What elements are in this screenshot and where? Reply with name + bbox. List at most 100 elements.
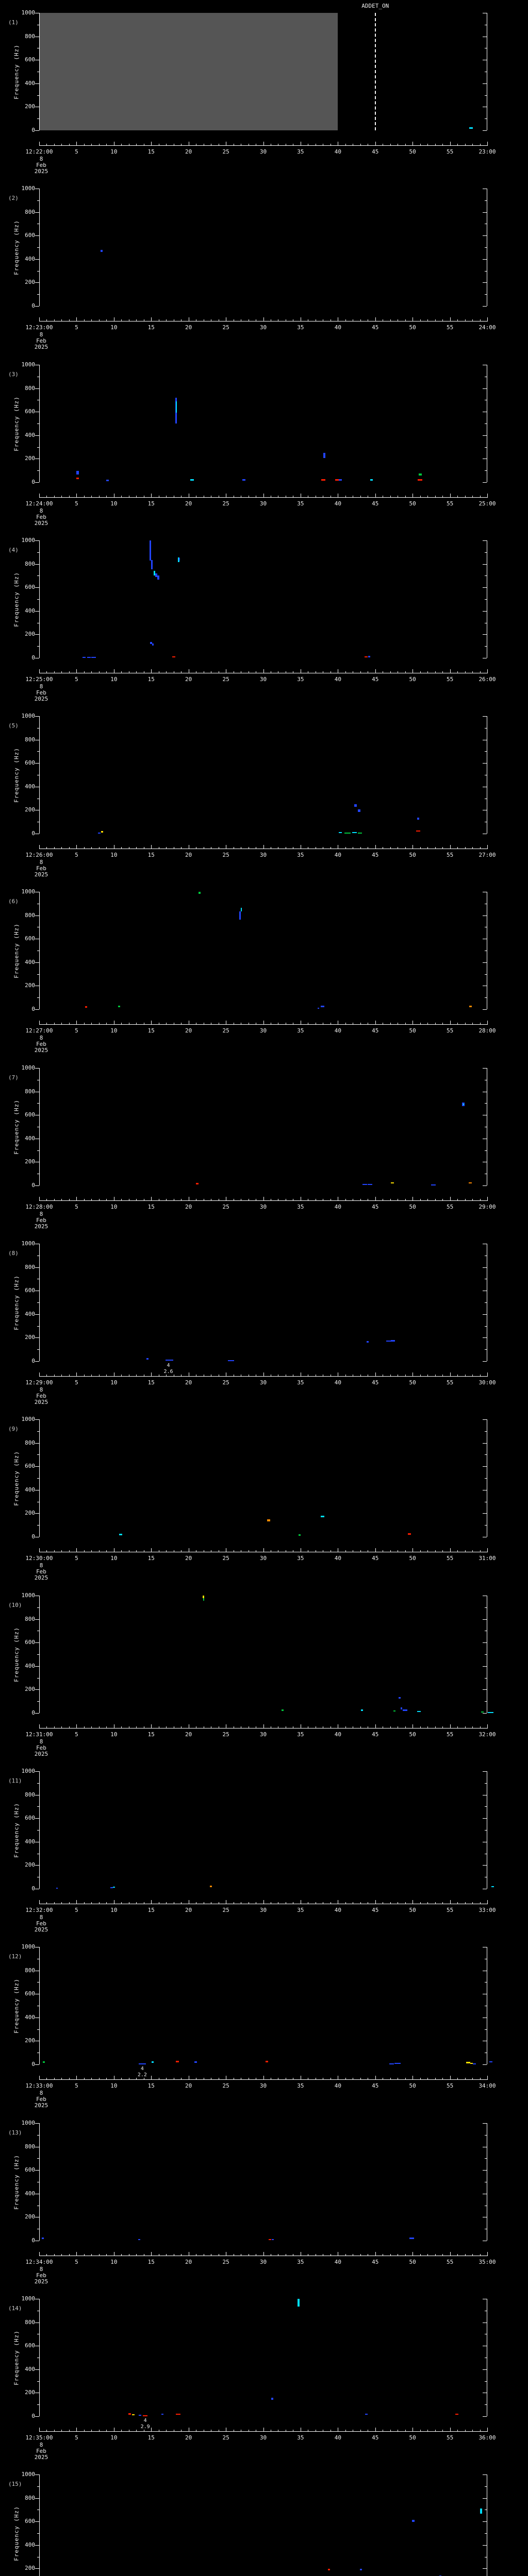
- x-tick: [360, 1375, 361, 1376]
- x-tick: [375, 1197, 376, 1200]
- x-tick: [166, 2430, 167, 2431]
- x-tick: [427, 847, 428, 849]
- y-tick-right: [485, 599, 487, 600]
- x-tick: [46, 144, 47, 145]
- spectral-blip: [403, 1709, 408, 1711]
- x-tick: [54, 2254, 55, 2256]
- spectral-blip: [271, 2397, 274, 2400]
- y-axis: [39, 189, 40, 306]
- x-axis-date-line: 8: [39, 1562, 43, 1569]
- x-tick: [263, 142, 264, 145]
- spectral-blip: [491, 1886, 494, 1887]
- x-tick-label: 30: [259, 852, 267, 858]
- x-tick: [487, 317, 488, 321]
- x-tick-label: 50: [409, 148, 416, 155]
- x-tick-label: 55: [446, 1907, 454, 1913]
- y-axis: [39, 1244, 40, 1361]
- x-tick: [472, 1375, 473, 1376]
- x-tick: [136, 847, 137, 849]
- x-tick: [121, 671, 122, 673]
- y-tick-label: 400: [25, 431, 35, 438]
- x-tick-label: 10: [110, 1204, 118, 1210]
- y-tick-right: [485, 1150, 487, 1151]
- x-tick-label: 30: [259, 676, 267, 683]
- x-start-time-label: 12:25:00: [25, 676, 53, 683]
- y-tick-right: [485, 1806, 487, 1807]
- y-tick-label: 200: [25, 103, 35, 110]
- spectral-blip: [469, 1006, 472, 1007]
- x-tick: [375, 1724, 376, 1728]
- y-tick-label: 1000: [21, 1240, 36, 1247]
- x-tick: [472, 2078, 473, 2079]
- y-tick: [35, 540, 39, 541]
- x-tick: [420, 144, 421, 145]
- y-tick: [35, 2568, 39, 2569]
- y-tick: [37, 1103, 39, 1104]
- spectral-blip: [269, 2239, 271, 2240]
- y-tick: [37, 1431, 39, 1432]
- x-tick: [98, 2430, 100, 2431]
- x-tick: [69, 1375, 70, 1376]
- x-end-time-label: 35:00: [478, 2259, 496, 2265]
- x-tick: [345, 2078, 346, 2079]
- x-tick: [480, 1375, 481, 1376]
- x-end-time-label: 34:00: [478, 2082, 496, 2089]
- y-tick-right: [483, 1314, 487, 1315]
- x-tick: [487, 669, 488, 673]
- y-tick: [35, 282, 39, 283]
- y-tick-label: 600: [25, 56, 35, 63]
- x-tick-label: 30: [259, 1907, 267, 1913]
- spectral-blip: [370, 479, 373, 481]
- x-axis-date-line: 2025: [34, 1751, 48, 1757]
- x-tick: [465, 2430, 466, 2431]
- x-tick: [106, 671, 107, 673]
- x-tick: [61, 2078, 62, 2079]
- y-tick-right: [483, 634, 487, 635]
- x-tick-label: 50: [409, 2259, 416, 2265]
- spectral-blip: [470, 2063, 473, 2064]
- y-tick-right: [485, 247, 487, 248]
- x-tick: [76, 317, 77, 321]
- y-tick-label: 800: [25, 208, 35, 215]
- y-tick: [35, 1337, 39, 1338]
- x-tick: [390, 1902, 391, 1904]
- y-tick-label: 200: [25, 1510, 35, 1517]
- x-tick: [457, 1023, 458, 1024]
- x-tick-label: 25: [222, 676, 229, 683]
- x-tick: [480, 1726, 481, 1728]
- y-tick-label: 1000: [21, 888, 36, 895]
- y-tick: [35, 212, 39, 213]
- x-tick: [76, 1372, 77, 1376]
- x-tick: [39, 1372, 40, 1376]
- spectral-blip: [418, 479, 422, 481]
- y-tick-right: [483, 1818, 487, 1819]
- spectral-blip: [399, 1697, 401, 1699]
- x-axis-date-line: 2025: [34, 1926, 48, 1933]
- x-tick-label: 55: [446, 1379, 454, 1386]
- x-tick: [61, 2430, 62, 2431]
- x-tick-label: 10: [110, 1027, 118, 1034]
- x-tick: [345, 1199, 346, 1200]
- x-tick: [121, 1902, 122, 1904]
- x-tick-label: 25: [222, 148, 229, 155]
- y-tick-label: 600: [25, 1287, 35, 1294]
- y-tick-label: 400: [25, 1838, 35, 1845]
- spectral-blip: [480, 2508, 482, 2514]
- y-tick: [35, 83, 39, 84]
- y-tick-right: [483, 1513, 487, 1514]
- x-tick: [390, 671, 391, 673]
- x-tick: [487, 1900, 488, 1904]
- spectral-blip: [157, 575, 160, 580]
- x-tick: [91, 847, 92, 849]
- x-tick-label: 5: [75, 2082, 78, 2089]
- spectral-blip: [412, 2520, 415, 2522]
- x-tick: [91, 1199, 92, 1200]
- y-tick-label: 800: [25, 1088, 35, 1095]
- spectral-blip: [298, 2299, 300, 2307]
- spectral-blip: [391, 1340, 395, 1342]
- y-tick-label: 200: [25, 1158, 35, 1165]
- y-tick-label: 1000: [21, 361, 36, 368]
- x-tick: [375, 1372, 376, 1376]
- y-tick-right: [483, 1068, 487, 1069]
- x-tick: [76, 2252, 77, 2256]
